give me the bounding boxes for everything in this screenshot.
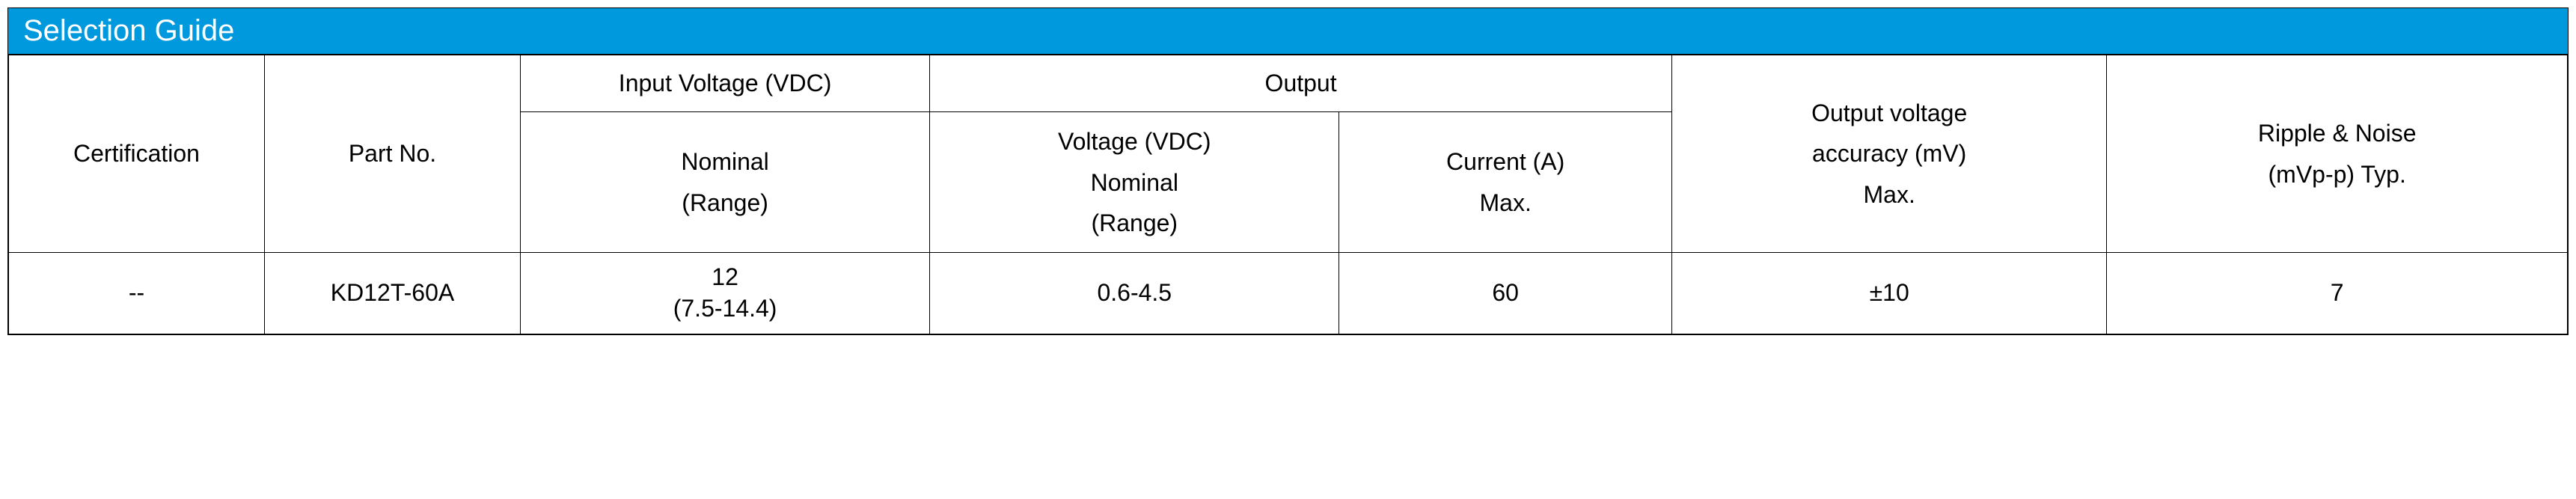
cell-certification: -- [9, 253, 265, 334]
cell-input-voltage: 12(7.5-14.4) [521, 253, 930, 334]
selection-guide-table: Selection Guide Certification Part No. I… [7, 7, 2569, 335]
header-input-voltage-group: Input Voltage (VDC) [521, 55, 930, 112]
table-title: Selection Guide [8, 8, 2568, 55]
cell-output-current: 60 [1339, 253, 1672, 334]
header-output-current-sub: Current (A)Max. [1339, 112, 1672, 253]
header-row-1: Certification Part No. Input Voltage (VD… [9, 55, 2568, 112]
cell-output-accuracy: ±10 [1671, 253, 2106, 334]
header-ripple-noise: Ripple & Noise(mVp-p) Typ. [2107, 55, 2568, 253]
header-input-voltage-sub: Nominal(Range) [521, 112, 930, 253]
header-output-group: Output [930, 55, 1672, 112]
header-output-voltage-sub: Voltage (VDC)Nominal(Range) [930, 112, 1339, 253]
header-part-no: Part No. [265, 55, 521, 253]
header-certification: Certification [9, 55, 265, 253]
cell-part-no: KD12T-60A [265, 253, 521, 334]
header-output-accuracy: Output voltageaccuracy (mV)Max. [1671, 55, 2106, 253]
cell-ripple-noise: 7 [2107, 253, 2568, 334]
table-row: -- KD12T-60A 12(7.5-14.4) 0.6-4.5 60 ±10… [9, 253, 2568, 334]
spec-table: Certification Part No. Input Voltage (VD… [8, 55, 2568, 334]
cell-output-voltage: 0.6-4.5 [930, 253, 1339, 334]
